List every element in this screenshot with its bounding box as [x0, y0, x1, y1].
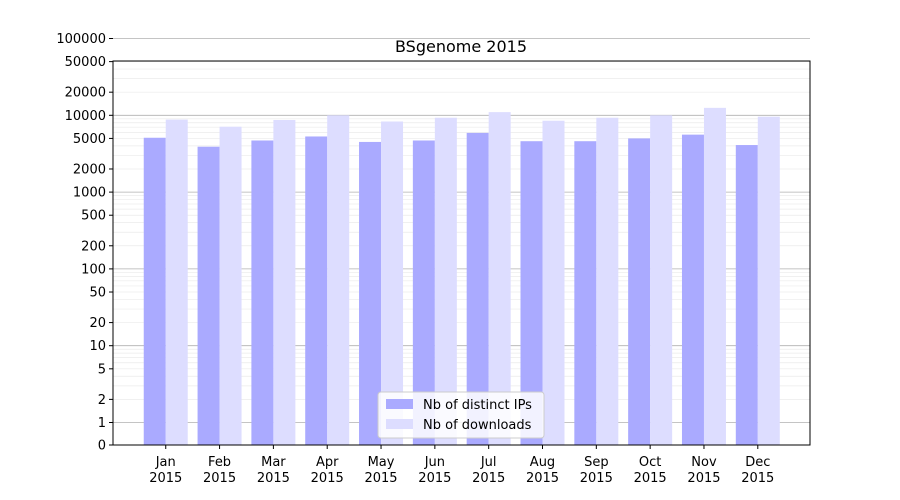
x-tick-year: 2015 — [311, 471, 344, 486]
bar-downloads — [381, 121, 404, 445]
y-tick-label: 100 — [81, 262, 106, 277]
x-tick-month: Aug — [530, 455, 555, 470]
bar-distinct-ips — [359, 141, 382, 445]
y-tick-label: 1 — [98, 416, 106, 431]
x-tick-year: 2015 — [634, 471, 667, 486]
x-tick-label: Jun 2015 — [418, 455, 451, 486]
bar-distinct-ips — [305, 136, 328, 445]
bar-downloads — [703, 107, 726, 446]
legend-label: Nb of distinct IPs — [423, 398, 532, 413]
x-tick-year: 2015 — [203, 471, 236, 486]
legend: Nb of distinct IPs Nb of downloads — [377, 391, 545, 439]
y-tick-label: 0 — [98, 439, 106, 454]
x-tick-year: 2015 — [472, 471, 505, 486]
x-tick-month: Dec — [745, 455, 770, 470]
bar-downloads — [273, 119, 296, 446]
bar-downloads — [219, 126, 242, 445]
x-tick-month: Jan — [155, 455, 176, 470]
bar-downloads — [434, 117, 457, 445]
bar-downloads — [165, 119, 188, 446]
x-tick-year: 2015 — [580, 471, 613, 486]
x-tick-year: 2015 — [741, 471, 774, 486]
x-tick-year: 2015 — [526, 471, 559, 486]
y-tick-label: 500 — [81, 209, 106, 224]
x-tick-label: Feb 2015 — [203, 455, 236, 486]
x-tick-label: Apr 2015 — [311, 455, 344, 486]
bar-downloads — [488, 112, 511, 446]
bar-downloads — [650, 115, 673, 446]
x-tick-label: Jan 2015 — [149, 455, 182, 486]
bar-downloads — [596, 117, 619, 445]
x-tick-label: Dec 2015 — [741, 455, 774, 486]
x-tick-label: Sep 2015 — [580, 455, 613, 486]
x-tick-label: May 2015 — [364, 455, 397, 486]
bar-distinct-ips — [412, 140, 435, 445]
x-tick-label: Jul 2015 — [472, 455, 505, 486]
bar-distinct-ips — [143, 137, 166, 445]
x-tick-year: 2015 — [149, 471, 182, 486]
bar-distinct-ips — [681, 134, 704, 445]
x-tick-year: 2015 — [687, 471, 720, 486]
bar-distinct-ips — [735, 145, 758, 445]
x-tick-month: Jul — [480, 455, 497, 470]
bars — [143, 107, 780, 446]
legend-swatch — [386, 419, 413, 429]
y-tick-label: 10 — [89, 339, 106, 354]
legend-swatch — [386, 399, 413, 409]
y-tick-label: 5 — [98, 362, 106, 377]
x-tick-year: 2015 — [364, 471, 397, 486]
x-tick-month: Feb — [208, 455, 231, 470]
y-tick-label: 1000 — [73, 186, 106, 201]
y-tick-label: 20 — [89, 316, 106, 331]
x-tick-month: May — [368, 455, 395, 470]
y-tick-label: 20000 — [65, 86, 106, 101]
chart-title: BSgenome 2015 — [395, 37, 527, 56]
x-tick-month: Mar — [261, 455, 286, 470]
y-tick-label: 200 — [81, 239, 106, 254]
bar-downloads — [542, 120, 565, 445]
y-tick-label: 2 — [98, 393, 106, 408]
x-tick-month: Apr — [316, 455, 339, 470]
bar-distinct-ips — [197, 146, 220, 445]
x-tick-month: Oct — [639, 455, 661, 470]
bar-distinct-ips — [520, 141, 543, 445]
y-tick-label: 50000 — [65, 55, 106, 70]
bar-distinct-ips — [251, 140, 274, 445]
x-tick-year: 2015 — [257, 471, 290, 486]
legend-label: Nb of downloads — [423, 418, 532, 433]
x-tick-month: Sep — [584, 455, 609, 470]
y-tick-label: 50 — [89, 286, 106, 301]
y-tick-label: 2000 — [73, 162, 106, 177]
plot-frame — [112, 60, 811, 446]
x-tick-label: Nov 2015 — [687, 455, 720, 486]
x-tick-year: 2015 — [418, 471, 451, 486]
y-tick-label: 5000 — [73, 132, 106, 147]
x-tick-label: Mar 2015 — [257, 455, 290, 486]
bar-distinct-ips — [574, 141, 597, 445]
y-tick-label: 100000 — [56, 32, 106, 47]
x-tick-label: Oct 2015 — [634, 455, 667, 486]
x-tick-month: Nov — [691, 455, 717, 470]
bar-distinct-ips — [628, 138, 651, 445]
x-tick-label: Aug 2015 — [526, 455, 559, 486]
y-tick-label: 10000 — [65, 109, 106, 124]
bar-distinct-ips — [466, 132, 489, 445]
bar-downloads — [327, 115, 350, 446]
bar-downloads — [757, 116, 780, 446]
legend-box — [377, 391, 545, 439]
x-tick-month: Jun — [424, 455, 445, 470]
